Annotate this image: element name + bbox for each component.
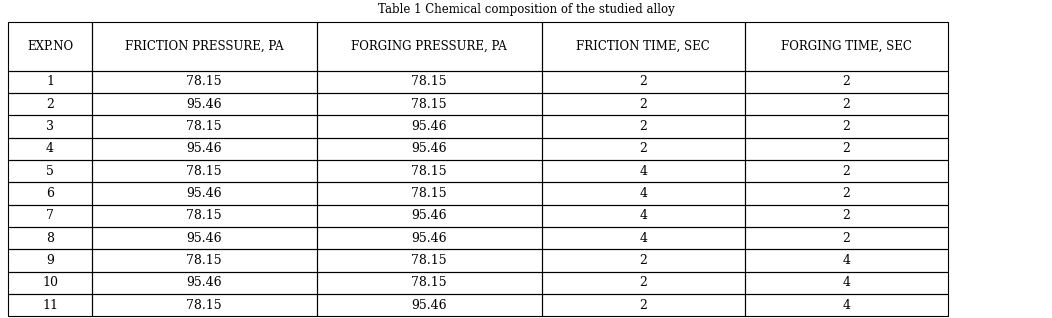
Text: 95.46: 95.46 [186, 98, 222, 111]
Text: 5: 5 [46, 165, 54, 178]
Text: 3: 3 [46, 120, 54, 133]
Text: 4: 4 [843, 276, 850, 289]
Text: 78.15: 78.15 [411, 187, 447, 200]
Text: 95.46: 95.46 [186, 187, 222, 200]
Text: 78.15: 78.15 [186, 165, 222, 178]
Text: 4: 4 [843, 254, 850, 267]
Text: 1: 1 [46, 75, 54, 88]
Text: 2: 2 [640, 142, 647, 156]
Text: 95.46: 95.46 [411, 210, 447, 222]
Text: 10: 10 [42, 276, 58, 289]
Text: 2: 2 [843, 120, 850, 133]
Text: Table 1 Chemical composition of the studied alloy: Table 1 Chemical composition of the stud… [378, 3, 675, 16]
Text: 2: 2 [640, 75, 647, 88]
Text: 95.46: 95.46 [411, 142, 447, 156]
Text: 78.15: 78.15 [186, 299, 222, 312]
Text: FORGING PRESSURE, PA: FORGING PRESSURE, PA [351, 40, 507, 53]
Text: 78.15: 78.15 [411, 98, 447, 111]
Text: 4: 4 [843, 299, 850, 312]
Text: 2: 2 [640, 276, 647, 289]
Text: 2: 2 [640, 120, 647, 133]
Text: 11: 11 [42, 299, 58, 312]
Text: 4: 4 [640, 210, 647, 222]
Text: 95.46: 95.46 [186, 232, 222, 245]
Text: 78.15: 78.15 [186, 210, 222, 222]
Text: 2: 2 [640, 98, 647, 111]
Text: 78.15: 78.15 [411, 75, 447, 88]
Text: 7: 7 [46, 210, 54, 222]
Text: 95.46: 95.46 [186, 142, 222, 156]
Text: 4: 4 [46, 142, 54, 156]
Text: EXP.NO: EXP.NO [27, 40, 73, 53]
Text: 2: 2 [843, 75, 850, 88]
Text: FRICTION PRESSURE, PA: FRICTION PRESSURE, PA [125, 40, 283, 53]
Text: 95.46: 95.46 [186, 276, 222, 289]
Text: 2: 2 [640, 254, 647, 267]
Text: 78.15: 78.15 [186, 120, 222, 133]
Text: FORGING TIME, SEC: FORGING TIME, SEC [781, 40, 912, 53]
Text: FRICTION TIME, SEC: FRICTION TIME, SEC [576, 40, 710, 53]
Text: 4: 4 [640, 165, 647, 178]
Text: 78.15: 78.15 [411, 276, 447, 289]
Text: 2: 2 [46, 98, 54, 111]
Text: 95.46: 95.46 [411, 120, 447, 133]
Text: 2: 2 [843, 98, 850, 111]
Text: 78.15: 78.15 [411, 165, 447, 178]
Text: 2: 2 [843, 232, 850, 245]
Text: 4: 4 [640, 187, 647, 200]
Text: 78.15: 78.15 [186, 75, 222, 88]
Text: 95.46: 95.46 [411, 299, 447, 312]
Text: 6: 6 [46, 187, 54, 200]
Text: 2: 2 [843, 210, 850, 222]
Text: 2: 2 [843, 165, 850, 178]
Text: 4: 4 [640, 232, 647, 245]
Text: 95.46: 95.46 [411, 232, 447, 245]
Text: 2: 2 [843, 142, 850, 156]
Text: 8: 8 [46, 232, 54, 245]
Text: 2: 2 [843, 187, 850, 200]
Text: 78.15: 78.15 [411, 254, 447, 267]
Text: 2: 2 [640, 299, 647, 312]
Text: 78.15: 78.15 [186, 254, 222, 267]
Text: 9: 9 [46, 254, 54, 267]
